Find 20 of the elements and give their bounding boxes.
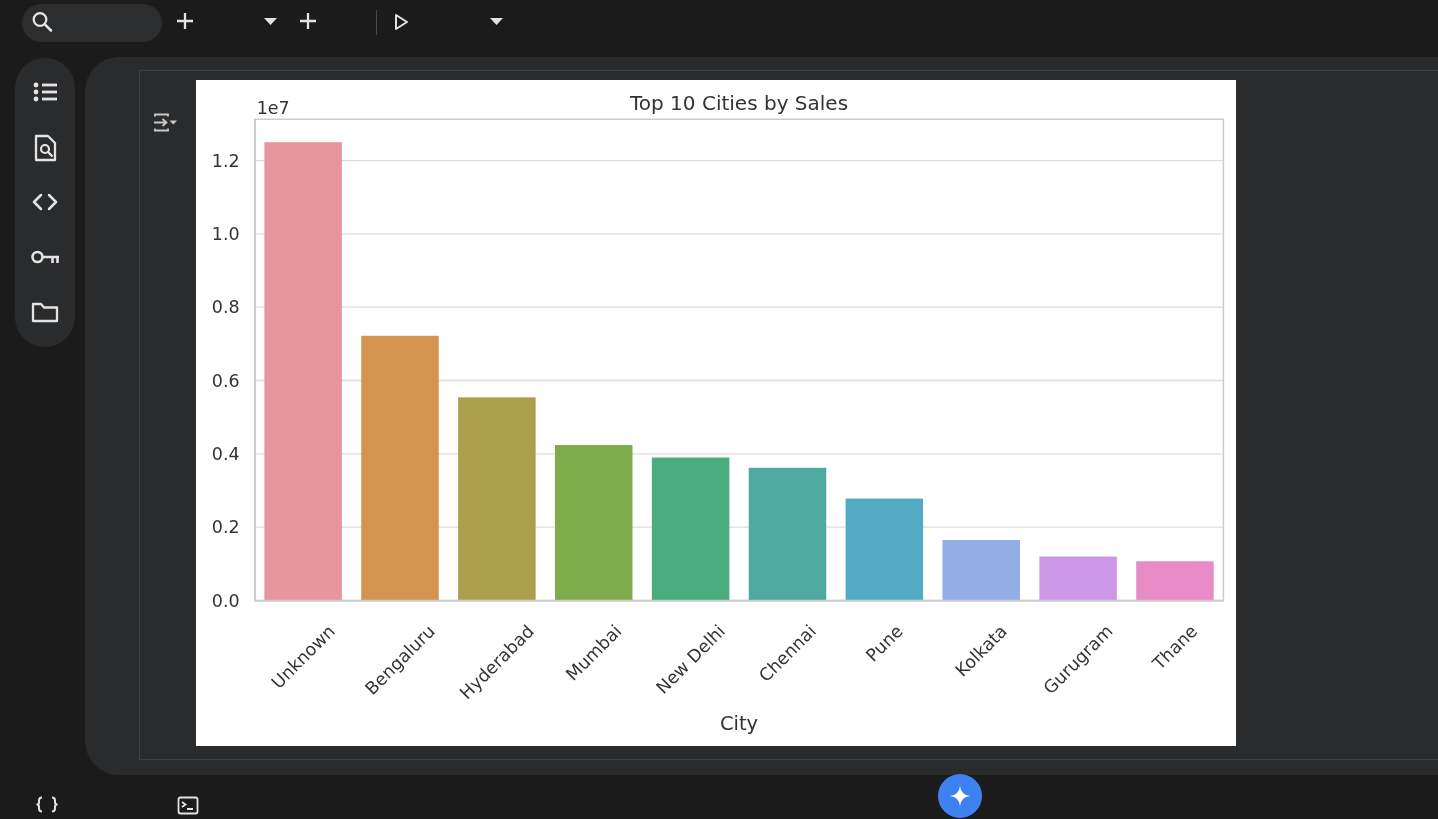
bar bbox=[555, 445, 633, 601]
y-tick-label: 0.6 bbox=[211, 370, 240, 391]
y-tick-label: 0.2 bbox=[211, 517, 240, 538]
y-tick-label: 1.2 bbox=[211, 150, 240, 171]
bar bbox=[264, 142, 342, 601]
bar bbox=[458, 397, 536, 601]
bar bbox=[748, 467, 827, 601]
bar bbox=[651, 457, 730, 601]
y-tick-label: 0.4 bbox=[211, 443, 240, 464]
chart-title: Top 10 Cities by Sales bbox=[629, 91, 849, 115]
bar bbox=[942, 540, 1020, 601]
text: 1e7 bbox=[256, 98, 290, 119]
y-tick-label: 0.8 bbox=[211, 297, 240, 318]
bar bbox=[361, 335, 439, 601]
bar bbox=[1039, 556, 1117, 601]
bar bbox=[845, 498, 924, 601]
x-axis-title: City bbox=[719, 712, 759, 735]
y-tick-label: 1.0 bbox=[211, 223, 240, 244]
bar bbox=[1136, 561, 1214, 601]
y-tick-label: 0.0 bbox=[211, 590, 240, 611]
